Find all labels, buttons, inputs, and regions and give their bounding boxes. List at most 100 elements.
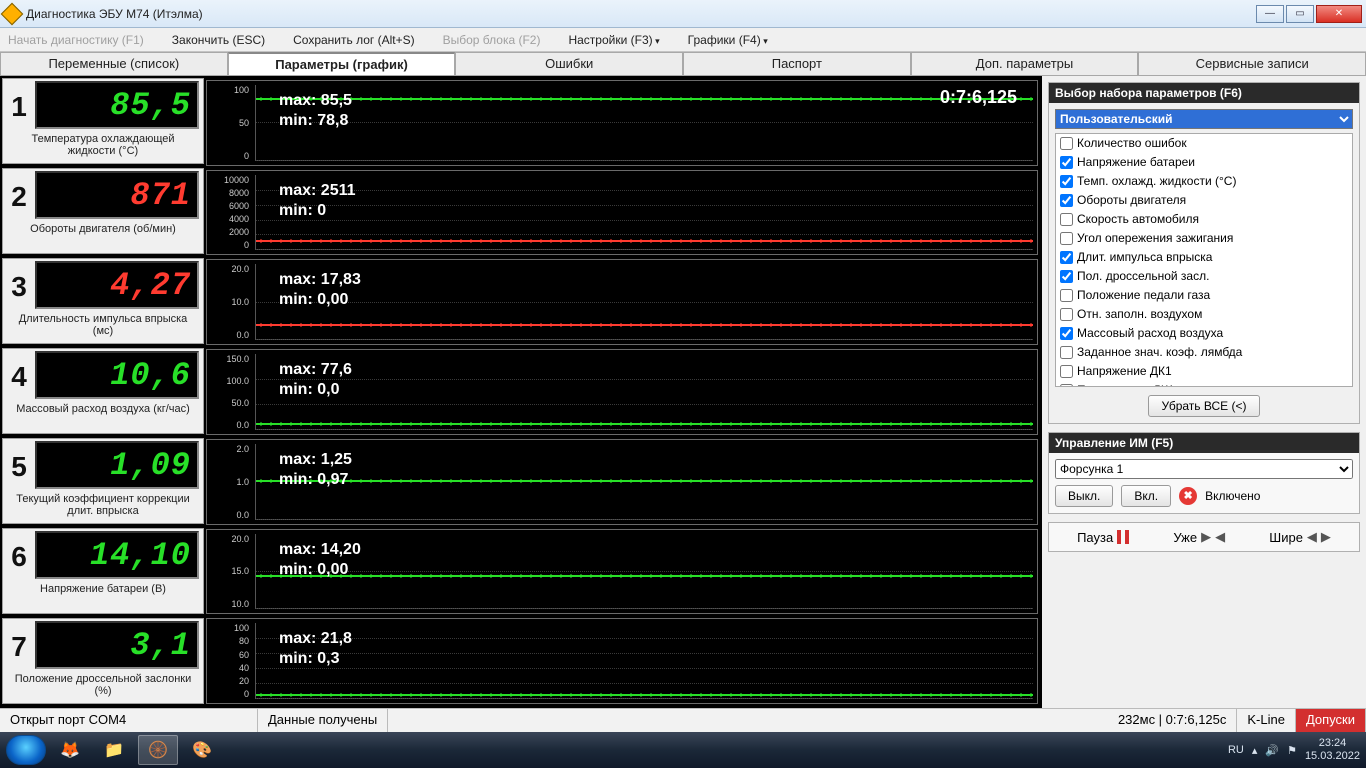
tray-lang[interactable]: RU xyxy=(1228,744,1244,756)
start-button[interactable] xyxy=(6,735,46,765)
im-select[interactable]: Форсунка 1 xyxy=(1055,459,1353,479)
main-area: 185,5Температура охлаждающей жидкости (°… xyxy=(0,76,1366,708)
param-label: Положение дроссельной заслонки (%) xyxy=(7,673,199,697)
menu-block[interactable]: Выбор блока (F2) xyxy=(443,33,541,47)
param-checkbox[interactable] xyxy=(1060,289,1073,302)
im-stop-icon[interactable]: ✖ xyxy=(1179,487,1197,505)
param-readout: 614,10Напряжение батареи (В) xyxy=(2,528,204,614)
param-chart[interactable]: 100806040200max: 21,8min: 0,3 xyxy=(206,618,1038,704)
param-check-item[interactable]: Массовый расход воздуха xyxy=(1056,324,1352,343)
param-checkbox[interactable] xyxy=(1060,346,1073,359)
tab-params[interactable]: Параметры (график) xyxy=(228,52,456,75)
taskbar-paint-icon[interactable]: 🎨 xyxy=(182,735,222,765)
param-checkbox[interactable] xyxy=(1060,327,1073,340)
narrow-button[interactable]: Уже xyxy=(1173,529,1225,545)
chart-minmax: max: 77,6min: 0,0 xyxy=(279,360,352,400)
menu-charts[interactable]: Графики (F4) xyxy=(688,33,768,47)
close-button[interactable]: ✕ xyxy=(1316,5,1362,23)
param-checkbox[interactable] xyxy=(1060,308,1073,321)
chart-grid xyxy=(255,264,1033,340)
pause-button[interactable]: Пауза xyxy=(1077,530,1129,545)
param-check-item[interactable]: Положение педали газа xyxy=(1056,286,1352,305)
param-readout: 34,27Длительность импульса впрыска (мс) xyxy=(2,258,204,344)
app-icon xyxy=(1,2,24,25)
minimize-button[interactable]: — xyxy=(1256,5,1284,23)
tab-passport[interactable]: Паспорт xyxy=(683,52,911,75)
param-check-item[interactable]: Длит. импульса впрыска xyxy=(1056,248,1352,267)
paramset-select[interactable]: Пользовательский xyxy=(1055,109,1353,129)
wider-button[interactable]: Шире xyxy=(1269,529,1331,545)
param-check-item[interactable]: Напряжение батареи xyxy=(1056,153,1352,172)
param-index: 7 xyxy=(7,621,31,673)
param-checkbox[interactable] xyxy=(1060,175,1073,188)
param-check-item[interactable]: Скорость автомобиля xyxy=(1056,210,1352,229)
tab-extra[interactable]: Доп. параметры xyxy=(911,52,1139,75)
chart-time-marker: 0:7:6,125 xyxy=(940,87,1017,108)
im-on-button[interactable]: Вкл. xyxy=(1121,485,1171,507)
param-label: Температура охлаждающей жидкости (°C) xyxy=(7,133,199,157)
param-check-item[interactable]: Заданное знач. коэф. лямбда xyxy=(1056,343,1352,362)
taskbar-explorer-icon[interactable]: 📁 xyxy=(94,735,134,765)
param-label: Текущий коэффициент коррекции длит. впры… xyxy=(7,493,199,517)
tray-clock[interactable]: 23:2415.03.2022 xyxy=(1305,737,1360,763)
param-checkbox[interactable] xyxy=(1060,270,1073,283)
menu-finish[interactable]: Закончить (ESC) xyxy=(172,33,265,47)
chart-trace xyxy=(256,98,1033,100)
tab-errors[interactable]: Ошибки xyxy=(455,52,683,75)
param-lcd: 871 xyxy=(35,171,199,219)
param-checkbox[interactable] xyxy=(1060,194,1073,207)
status-admit: Допуски xyxy=(1296,709,1366,732)
param-chart[interactable]: 150.0100.050.00.0max: 77,6min: 0,0 xyxy=(206,349,1038,435)
param-checkbox[interactable] xyxy=(1060,251,1073,264)
tray-flag-icon[interactable]: ▴ xyxy=(1252,744,1258,757)
param-checkbox[interactable] xyxy=(1060,156,1073,169)
status-timing: 232мс | 0:7:6,125с xyxy=(1108,709,1237,732)
param-chart[interactable]: 20.015.010.0max: 14,20min: 0,00 xyxy=(206,529,1038,615)
chart-trace xyxy=(256,694,1033,696)
param-checkbox[interactable] xyxy=(1060,232,1073,245)
param-check-item[interactable]: Количество ошибок xyxy=(1056,134,1352,153)
param-label: Напряжение батареи (В) xyxy=(7,583,199,595)
im-group: Управление ИМ (F5) Форсунка 1 Выкл. Вкл.… xyxy=(1048,432,1360,514)
param-readout: 51,09Текущий коэффициент коррекции длит.… xyxy=(2,438,204,524)
taskbar-app-icon[interactable]: 🛞 xyxy=(138,735,178,765)
im-off-button[interactable]: Выкл. xyxy=(1055,485,1113,507)
param-checkbox[interactable] xyxy=(1060,384,1073,387)
chart-yticks: 100806040200 xyxy=(209,619,251,703)
taskbar: 🦊 📁 🛞 🎨 RU ▴ 🔊 ⚑ 23:2415.03.2022 xyxy=(0,732,1366,768)
param-checkbox[interactable] xyxy=(1060,365,1073,378)
chart-minmax: max: 85,5min: 78,8 xyxy=(279,91,352,131)
param-check-item[interactable]: Темп. охлажд. жидкости (°C) xyxy=(1056,172,1352,191)
param-checklist[interactable]: Количество ошибокНапряжение батареиТемп.… xyxy=(1055,133,1353,387)
tab-service[interactable]: Сервисные записи xyxy=(1138,52,1366,75)
clear-all-button[interactable]: Убрать ВСЕ (<) xyxy=(1148,395,1259,417)
taskbar-firefox-icon[interactable]: 🦊 xyxy=(50,735,90,765)
statusbar: Открыт порт COM4 Данные получены 232мс |… xyxy=(0,708,1366,732)
param-chart[interactable]: 1000080006000400020000max: 2511min: 0 xyxy=(206,170,1038,256)
param-chart[interactable]: 100500max: 85,5min: 78,80:7:6,125 xyxy=(206,80,1038,166)
param-checkbox[interactable] xyxy=(1060,213,1073,226)
menu-savelog[interactable]: Сохранить лог (Alt+S) xyxy=(293,33,415,47)
param-check-item[interactable]: Период сигн. ДК1 xyxy=(1056,381,1352,387)
tab-vars[interactable]: Переменные (список) xyxy=(0,52,228,75)
param-chart[interactable]: 20.010.00.0max: 17,83min: 0,00 xyxy=(206,259,1038,345)
menu-start[interactable]: Начать диагностику (F1) xyxy=(8,33,144,47)
param-check-item[interactable]: Напряжение ДК1 xyxy=(1056,362,1352,381)
menu-settings[interactable]: Настройки (F3) xyxy=(568,33,659,47)
param-lcd: 14,10 xyxy=(35,531,199,579)
param-chart[interactable]: 2.01.00.0max: 1,25min: 0,97 xyxy=(206,439,1038,525)
status-kline: K-Line xyxy=(1237,709,1296,732)
param-checkbox[interactable] xyxy=(1060,137,1073,150)
im-status: Включено xyxy=(1205,489,1260,503)
tray-sound-icon[interactable]: 🔊 xyxy=(1265,744,1279,757)
chart-yticks: 20.015.010.0 xyxy=(209,530,251,614)
param-check-item[interactable]: Угол опережения зажигания xyxy=(1056,229,1352,248)
param-check-item[interactable]: Обороты двигателя xyxy=(1056,191,1352,210)
chart-grid xyxy=(255,623,1033,699)
tray-network-icon[interactable]: ⚑ xyxy=(1287,744,1297,757)
param-check-item[interactable]: Отн. заполн. воздухом xyxy=(1056,305,1352,324)
im-title: Управление ИМ (F5) xyxy=(1049,433,1359,453)
chart-minmax: max: 2511min: 0 xyxy=(279,181,356,221)
param-check-item[interactable]: Пол. дроссельной засл. xyxy=(1056,267,1352,286)
maximize-button[interactable]: ▭ xyxy=(1286,5,1314,23)
